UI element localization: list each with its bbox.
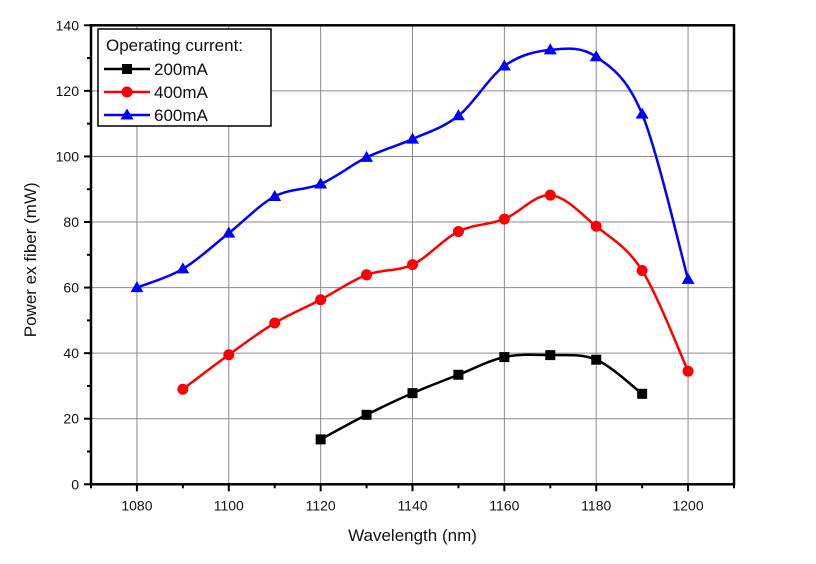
grid: [91, 25, 734, 485]
data-point: [407, 388, 418, 399]
x-tick-label: 1120: [306, 497, 336, 513]
data-point: [681, 272, 695, 284]
data-point: [406, 132, 419, 144]
data-point: [222, 226, 236, 238]
data-point: [497, 59, 511, 71]
data-point: [545, 350, 556, 361]
legend-marker: [120, 108, 134, 120]
series-line: [182, 193, 690, 391]
data-point: [268, 189, 282, 201]
data-point: [543, 43, 557, 55]
data-point: [177, 383, 189, 395]
data-point: [636, 265, 648, 277]
x-tick-label: 1200: [672, 497, 703, 513]
y-tick-label: 60: [63, 280, 79, 296]
x-tick-label: 1180: [581, 497, 611, 513]
data-point: [453, 369, 464, 380]
legend-item: 200mA: [104, 60, 209, 79]
legend: Operating current: 200mA 400mA 600mA: [97, 28, 272, 127]
data-point: [223, 349, 235, 361]
y-tick-label: 20: [63, 411, 79, 427]
data-point: [361, 269, 373, 281]
x-tick-label: 1140: [397, 497, 427, 513]
y-tick-label: 0: [71, 476, 79, 492]
data-point: [314, 177, 328, 189]
series-400mA: [177, 189, 694, 395]
data-point: [635, 107, 649, 119]
y-tick-label: 100: [56, 148, 80, 164]
y-tick-label: 40: [63, 345, 79, 361]
series-line: [320, 353, 643, 441]
data-point: [499, 352, 510, 363]
y-axis-title: Power ex fiber (mW): [21, 182, 40, 337]
data-point: [451, 109, 465, 121]
data-point: [637, 388, 648, 399]
x-tick-label: 1080: [121, 497, 152, 513]
data-point: [269, 317, 281, 329]
legend-marker: [121, 86, 133, 98]
data-point: [130, 281, 144, 293]
data-point: [176, 262, 190, 274]
data-point: [407, 259, 418, 271]
data-point: [544, 189, 556, 201]
data-point: [452, 226, 464, 238]
x-tick-label: 1160: [489, 497, 519, 513]
data-point: [361, 409, 372, 420]
legend-items: 200mA 400mA 600mA: [104, 60, 209, 125]
legend-item: 600mA: [104, 106, 209, 125]
data-point: [591, 354, 602, 365]
y-tick-label: 140: [56, 17, 80, 33]
x-tick-label: 1100: [214, 497, 244, 513]
data-point: [315, 294, 327, 306]
legend-title: Operating current:: [106, 36, 243, 55]
data-point: [682, 365, 694, 377]
y-tick-label: 80: [63, 214, 79, 230]
data-point: [589, 50, 603, 62]
data-point: [315, 434, 326, 445]
legend-label: 400mA: [154, 83, 209, 102]
legend-marker: [122, 64, 132, 74]
y-tick-label: 120: [56, 83, 80, 99]
series-200mA: [315, 350, 648, 445]
legend-label: 600mA: [154, 106, 209, 125]
data-point: [360, 150, 374, 162]
data-point: [498, 213, 510, 225]
legend-item: 400mA: [104, 83, 209, 102]
x-axis-title: Wavelength (nm): [348, 526, 477, 545]
legend-label: 200mA: [154, 60, 209, 79]
data-point: [590, 220, 602, 232]
series-layer: [130, 43, 695, 445]
series-600mA: [130, 43, 695, 293]
ticks: 1080 1100 1120 1140 1160 1180 1200 0 20 40 60 80 100…: [56, 17, 735, 513]
